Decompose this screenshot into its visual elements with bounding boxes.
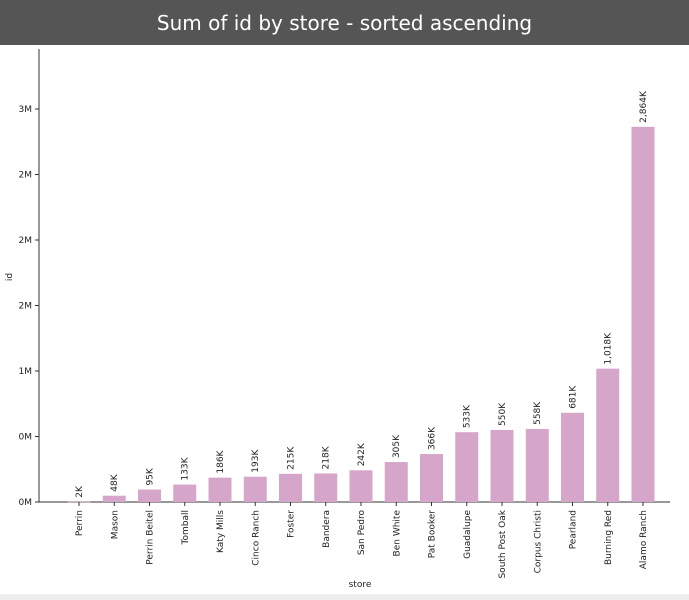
bar-chart: 0M 0M 1M 2M 2M 2M 3M 2K Perrin 48K Mason 95K Perrin … [5,49,670,590]
x-tick-label: Alamo Ranch [639,510,649,569]
y-tick-label: 2M [19,236,33,246]
x-tick-label: Burning Red [604,510,614,565]
y-tick-label: 1M [19,367,33,377]
x-tick-label: Tomball [181,510,191,545]
data-label: 366K [428,426,438,450]
data-label: 133K [181,456,191,480]
data-label: 48K [110,473,120,491]
data-label: 558K [533,401,543,425]
x-tick-label: Guadalupe [463,510,473,559]
chart-title: Sum of id by store - sorted ascending [0,0,689,45]
bar-perrin[interactable] [67,501,91,503]
data-label: 550K [498,402,508,426]
bar-katy-mills[interactable] [208,477,232,502]
bar-san-pedro[interactable] [349,470,373,502]
data-label: 305K [392,434,402,458]
bar-alamo-ranch[interactable] [631,126,655,502]
y-tick-label: 2M [19,302,33,312]
bar-perrin-beitel[interactable] [138,489,161,502]
bottom-strip [0,594,689,600]
bar-tomball[interactable] [173,484,197,502]
bar-pearland[interactable] [561,412,584,502]
data-label: 218K [322,445,332,469]
bar-foster[interactable] [279,473,302,502]
x-tick-label: Katy Mills [216,510,226,553]
bar-burning-red[interactable] [596,368,620,502]
bar-south-post-oak[interactable] [490,429,514,502]
y-tick-label: 2M [19,171,33,181]
x-tick-label: Perrin Beitel [146,510,156,565]
data-label: 186K [216,449,226,473]
x-tick-label: Pat Booker [428,510,438,559]
data-label: 1,018K [604,332,614,365]
x-tick-label: South Post Oak [498,509,508,578]
data-label: 215K [287,446,297,470]
bar-mason[interactable] [102,495,126,502]
bar-pat-booker[interactable] [420,454,443,502]
x-tick-label: San Pedro [357,510,367,556]
y-tick-label: 3M [19,105,33,115]
y-tick-label: 0M [19,498,33,508]
y-tick-label: 0M [19,433,33,443]
bar-ben-white[interactable] [384,462,408,502]
x-tick-label: Foster [287,510,297,538]
data-label: 193K [251,449,261,473]
data-label: 2K [75,485,85,498]
x-tick-label: Pearland [569,510,579,549]
data-label: 95K [146,467,156,485]
data-label: 533K [463,404,473,428]
bar-guadalupe[interactable] [455,432,479,502]
x-tick-label: Cinco Ranch [251,510,261,566]
data-label: 681K [569,385,579,409]
plot-area: 0M 0M 1M 2M 2M 2M 3M 2K Perrin 48K Mason 95K Perrin … [5,49,670,590]
x-tick-label: Corpus Christi [533,510,543,573]
x-tick-label: Ben White [392,510,402,557]
bar-cinco-ranch[interactable] [243,476,267,502]
x-tick-label: Perrin [75,510,85,536]
y-axis-title: id [5,273,15,281]
x-tick-label: Bandera [322,510,332,548]
x-tick-label: Mason [110,510,120,539]
x-axis-title: store [349,580,372,590]
bar-corpus-christi[interactable] [525,428,549,502]
bar-bandera[interactable] [314,473,338,502]
data-label: 2,864K [639,90,649,123]
data-label: 242K [357,442,367,466]
